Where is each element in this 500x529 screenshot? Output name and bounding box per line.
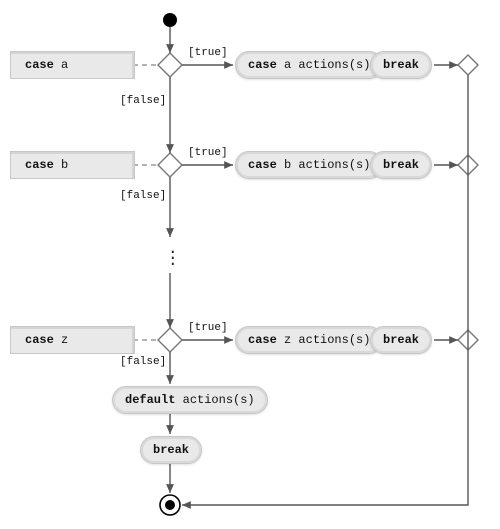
- case-actions-z: case z actions(s): [235, 326, 383, 354]
- decision-b: [158, 153, 182, 177]
- case-actions-b: case b actions(s): [235, 151, 383, 179]
- case-actions-a: case a actions(s): [235, 51, 383, 79]
- initial-node: [163, 13, 177, 27]
- guard-true-a: [true]: [188, 47, 228, 59]
- case-note-z: case z: [10, 326, 135, 354]
- guard-true-z: [true]: [188, 322, 228, 334]
- case-note-b: case b: [10, 151, 135, 179]
- guard-false-a: [false]: [120, 95, 166, 107]
- decision-z: [158, 328, 182, 352]
- default-actions: default actions(s): [112, 386, 268, 414]
- guard-false-b: [false]: [120, 190, 166, 202]
- merge-a: [458, 55, 478, 75]
- break-b: break: [370, 151, 432, 179]
- switch-activity-diagram: case acase a actions(s)break[true]case b…: [0, 0, 500, 529]
- case-note-a: case a: [10, 51, 135, 79]
- guard-false-z: [false]: [120, 356, 166, 368]
- break-a: break: [370, 51, 432, 79]
- final-break: break: [140, 436, 202, 464]
- edges-layer: [0, 0, 500, 529]
- guard-true-b: [true]: [188, 147, 228, 159]
- final-node-dot: [165, 500, 175, 510]
- decision-a: [158, 53, 182, 77]
- ellipsis: ···: [168, 249, 178, 267]
- break-z: break: [370, 326, 432, 354]
